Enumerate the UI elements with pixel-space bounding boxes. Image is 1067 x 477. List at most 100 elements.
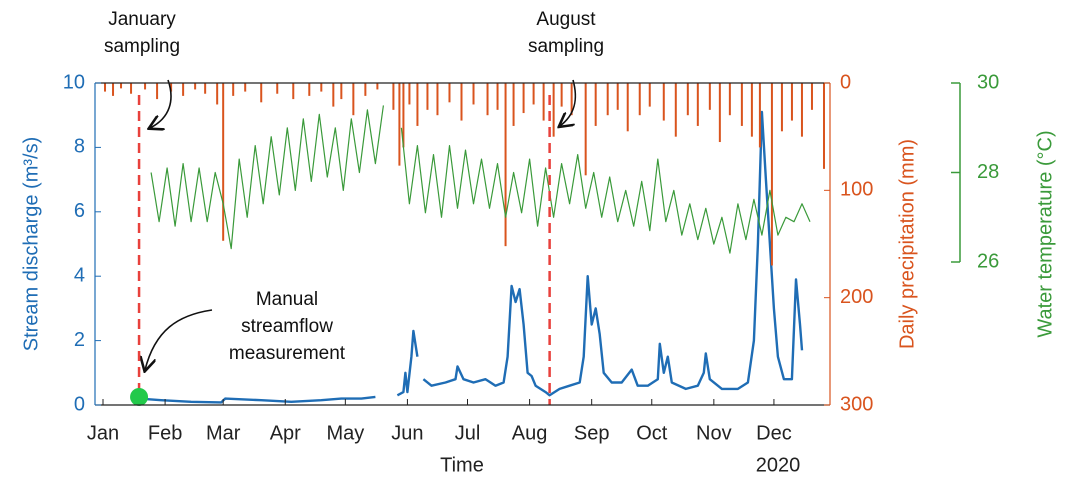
x-tick-label: Apr: [270, 422, 301, 444]
temperature-line: [150, 105, 811, 254]
precip-bar: [708, 83, 711, 110]
precip-bar: [156, 83, 159, 100]
precip-bar: [376, 83, 379, 90]
x-axis-title: Time: [440, 454, 484, 476]
y-tick-label: 0: [74, 393, 85, 415]
precip-bar: [560, 83, 563, 107]
x-tick-label: May: [326, 422, 364, 444]
y2-tick-label: 100: [840, 179, 873, 201]
annotation: sampling: [528, 36, 604, 57]
annotation-arrow: [145, 309, 213, 370]
precip-bar: [740, 83, 743, 126]
precip-bar: [594, 83, 597, 126]
y-axis-title: Stream discharge (m³/s): [20, 137, 42, 352]
precip-bar: [718, 83, 721, 143]
precip-bar: [244, 83, 247, 92]
annotation: sampling: [104, 36, 180, 57]
precip-bar: [522, 83, 525, 114]
precip-bar: [426, 83, 429, 110]
y-tick-label: 2: [74, 329, 85, 351]
precip-bar: [800, 83, 803, 137]
precip-bar: [504, 83, 507, 247]
precip-bar: [758, 83, 761, 148]
precip-bar: [512, 83, 515, 126]
annotation: streamflow: [241, 316, 333, 337]
annotation-arrow: [560, 79, 577, 126]
x-tick-label: Oct: [636, 422, 668, 444]
precip-bar: [662, 83, 665, 121]
precip-bar: [308, 83, 311, 96]
y3-tick-label: 26: [977, 250, 999, 272]
precip-bar: [232, 83, 235, 96]
precip-bar: [532, 83, 535, 105]
precip-bar: [408, 83, 411, 105]
precip-bar: [770, 83, 773, 266]
annotation: Manual: [256, 289, 318, 310]
annotation-arrow: [150, 79, 172, 128]
precip-bar: [696, 83, 699, 126]
x-tick-label: Jul: [455, 422, 481, 444]
precip-bar: [340, 83, 343, 100]
precip-bar: [638, 83, 641, 116]
precip-bar: [780, 83, 783, 132]
precip-bar: [292, 83, 295, 100]
precip-bar: [120, 83, 123, 89]
precip-bar: [810, 83, 813, 110]
precip-bar: [104, 83, 107, 92]
annotation: measurement: [229, 343, 346, 364]
precip-bar: [496, 83, 499, 110]
precip-bar: [674, 83, 677, 137]
annotation: January: [108, 9, 176, 30]
precip-bar: [352, 83, 355, 116]
x-tick-label: Aug: [512, 422, 548, 444]
x-tick-label: Mar: [206, 422, 241, 444]
precip-bar: [584, 83, 587, 176]
precip-bar: [144, 83, 147, 90]
y2-tick-label: 300: [840, 393, 873, 415]
precip-bar: [606, 83, 609, 116]
precip-bar: [542, 83, 545, 121]
precip-bar: [790, 83, 793, 121]
precip-bar: [112, 83, 115, 96]
y-tick-label: 10: [63, 71, 85, 93]
y2-axis-title: Daily precipitation (mm): [896, 139, 918, 349]
y-tick-label: 6: [74, 200, 85, 222]
precip-bar: [460, 83, 463, 121]
y-tick-label: 4: [74, 264, 85, 286]
x-tick-label: Dec: [756, 422, 792, 444]
precip-bar: [626, 83, 629, 132]
precip-bar: [486, 83, 489, 116]
x-tick-label: Sep: [574, 422, 610, 444]
precip-bar: [260, 83, 263, 103]
precip-bar: [398, 83, 401, 166]
precip-bar: [552, 83, 555, 137]
y2-tick-label: 0: [840, 71, 851, 93]
precip-bar: [448, 83, 451, 103]
y2-tick-label: 200: [840, 286, 873, 308]
x-tick-label: Nov: [696, 422, 732, 444]
precip-bar: [170, 83, 173, 92]
precip-bar: [648, 83, 651, 107]
precip-bar: [392, 83, 395, 110]
measurement-marker: [130, 387, 149, 406]
precip-bar: [728, 83, 731, 116]
precip-bar: [320, 83, 323, 92]
precip-bar: [686, 83, 689, 116]
precip-bar: [416, 83, 419, 126]
y-tick-label: 8: [74, 136, 85, 158]
precip-bar: [194, 83, 197, 90]
precip-bar: [222, 83, 225, 241]
x-year-label: 2020: [756, 454, 801, 476]
precip-bar: [130, 83, 133, 94]
precip-bar: [364, 83, 367, 96]
precip-bar: [332, 83, 335, 107]
precip-bar: [216, 83, 219, 105]
y3-tick-label: 30: [977, 71, 999, 93]
precip-bar: [182, 83, 185, 96]
x-tick-label: Jun: [391, 422, 423, 444]
precip-bar: [472, 83, 475, 105]
precip-bar: [616, 83, 619, 110]
plot-area: [104, 83, 825, 404]
y3-tick-label: 28: [977, 161, 999, 183]
